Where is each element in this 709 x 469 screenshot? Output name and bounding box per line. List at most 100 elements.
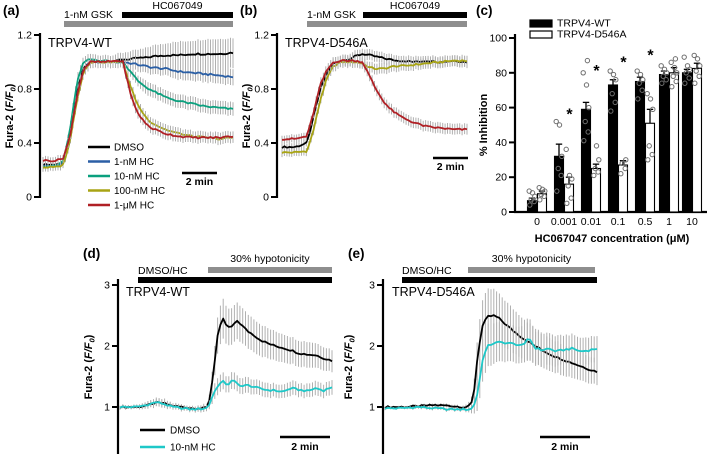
data-point [672,56,679,62]
y-tick-label: 3 [369,280,375,292]
y-tick-label: 1.2 [254,30,269,42]
y-tick-label: 0.8 [254,84,269,96]
data-point [553,118,559,125]
data-point [595,169,601,175]
data-point [674,70,680,76]
error-bars [384,318,598,414]
data-point [683,70,689,76]
data-point [536,184,542,191]
bar-TRPV4-WT [553,155,565,213]
data-point [692,80,698,86]
data-point [693,68,699,74]
legend-label: DMSO [170,426,200,437]
x-tick-label: 1 [666,216,672,228]
error-bars [119,298,333,412]
y-tick-label: 2 [369,341,375,353]
trace-DMSO [119,298,333,412]
panel-b-timecourse-chart: HC067049 1-nM GSK 0 0.4 0.8 1.2 Fura-2 (F/F0) T… [241,0,468,204]
data-point [682,80,688,86]
legend-label: TRPV4-D546A [557,29,626,41]
trace-10-nM HC [384,318,598,414]
panel-title: TRPV4-WT [48,36,112,50]
y-axis-label: Fura-2 (F/F0) [241,83,255,148]
data-point [618,171,624,177]
x-tick-label: 0.01 [581,216,602,228]
y-axis-label: % Inhibition [478,94,490,157]
data-point [694,56,701,62]
trace-line [384,338,598,412]
trace-line [42,59,234,163]
data-point [586,104,592,111]
data-point [580,70,586,76]
data-point [555,165,561,172]
data-point [650,106,656,113]
stim-bar [208,267,332,273]
stim-bar-label: 30% hypotonicity [230,253,310,265]
panel-title: TRPV4-D546A [285,36,368,50]
legend-label: TRPV4-WT [557,18,611,30]
data-point [592,165,598,172]
data-point [696,73,702,79]
data-point [691,52,697,59]
y-axis-label: Fura-2 (F/F0) [343,334,357,399]
trace-1-μM HC [42,55,234,166]
stim-bar [363,12,467,18]
legend-swatch [529,19,553,28]
data-point [663,77,669,83]
x-tick-label: 0 [534,216,540,228]
data-point [645,157,651,163]
data-point [623,157,629,163]
x-tick-label: 0.5 [638,216,653,228]
significance-asterisk: * [647,47,654,64]
y-tick-label: 0 [263,192,269,204]
panel-letter-a: (a) [3,3,20,18]
data-point [610,71,617,78]
y-tick-label: 60 [495,102,507,114]
data-point [636,80,642,86]
y-tick-label: 0.8 [17,84,32,96]
data-point [658,63,664,69]
data-point [558,172,564,179]
legend-label: 100-nM HC [114,186,165,197]
error-bars [119,372,333,413]
data-point [684,63,691,69]
y-tick-label: 0.4 [254,138,269,150]
data-point [670,73,676,79]
x-tick-label: 10 [686,216,698,228]
data-point [609,90,615,97]
y-tick-label: 0 [501,207,507,219]
legend-swatch [529,30,553,39]
panel-title: TRPV4-D546A [392,285,475,299]
panel-letter-b: (b) [240,3,258,18]
data-point [596,157,602,163]
trace-1-μM HC [281,54,468,144]
y-axis-label: Fura-2 (F/F0) [4,83,18,148]
trace-line [43,58,234,168]
data-point [669,84,675,90]
data-point [660,73,666,79]
panel-d-timecourse-chart: 30% hypotonicity DMSO/HC 1 2 3 Fura-2 (F/F0) T… [83,253,333,454]
y-tick-label: 20 [495,172,507,184]
data-point [635,96,641,102]
panel-a-timecourse-chart: HC067049 1-nM GSK 0 0.4 0.8 1.2 Fura-2 (F/F0) T… [4,0,234,212]
data-point [639,87,645,93]
stim-bar-label: DMSO/HC [138,265,188,277]
data-point [581,137,587,144]
stim-bar [138,277,332,283]
legend-label: DMSO [114,143,144,154]
legend-label: 1-nM HC [114,157,154,168]
panel-letter-d: (d) [83,246,101,261]
data-point [582,118,588,125]
data-point [593,143,600,149]
stim-bar [402,277,597,283]
scale-bar-label: 2 min [291,441,318,453]
stim-bar-label: HC067049 [152,0,202,12]
y-tick-label: 0 [26,192,32,204]
legend-label: 1-μM HC [114,201,154,212]
data-point [556,122,563,128]
bar-TRPV4-WT [681,72,693,213]
bar-TRPV4-WT [658,73,670,213]
significance-asterisk: * [593,63,600,80]
